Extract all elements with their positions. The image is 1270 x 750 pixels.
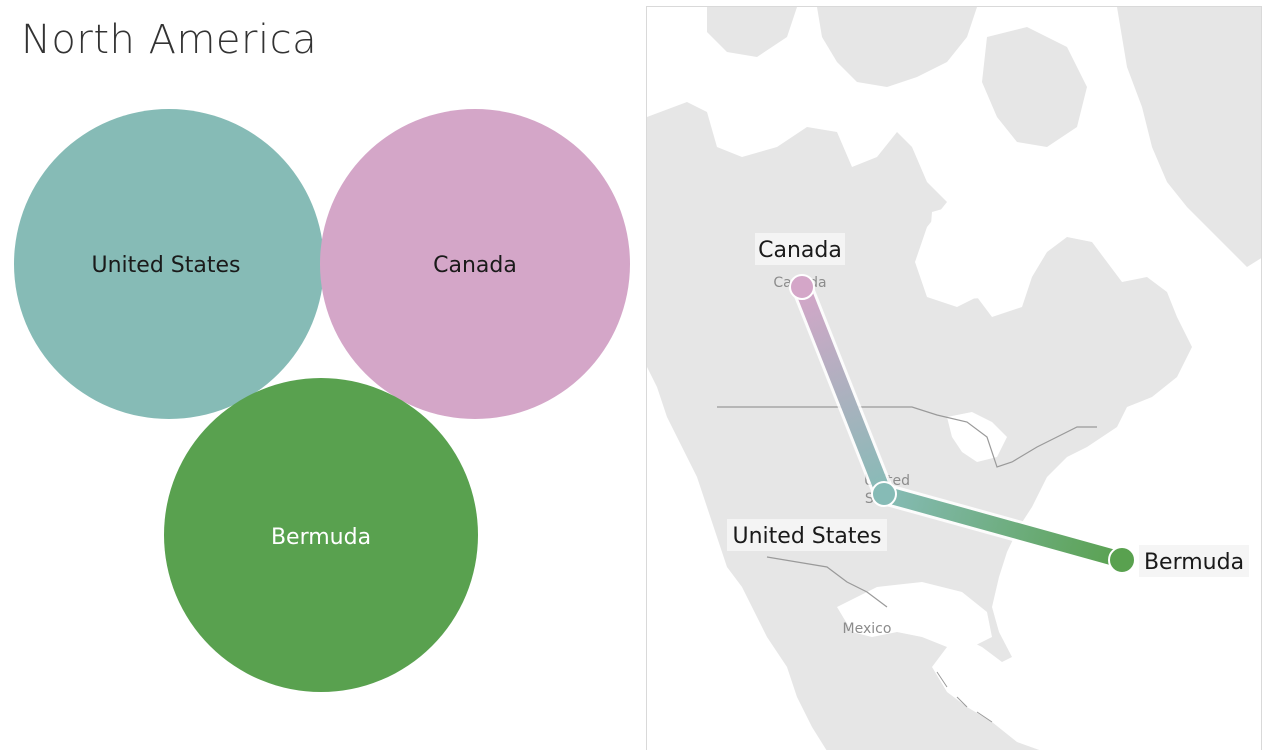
map-border-us-mexico bbox=[766, 556, 888, 608]
packed-bubble-chart: North America United States Canada Bermu… bbox=[14, 17, 630, 692]
map-border-canada-us bbox=[717, 406, 1097, 468]
map-land-greenland bbox=[1117, 7, 1261, 267]
map-label-united-states: United States bbox=[733, 524, 882, 549]
map-label-bg-bermuda bbox=[1139, 545, 1249, 577]
map-svg: Canada United States Mexico Canada Unite… bbox=[647, 7, 1261, 750]
map-label-bermuda: Bermuda bbox=[1144, 550, 1244, 575]
map-point-united-states[interactable] bbox=[871, 481, 897, 507]
map-water-great-lakes bbox=[947, 412, 1007, 462]
map-path-canada-us[interactable] bbox=[794, 279, 892, 502]
bubble-canada[interactable] bbox=[320, 109, 630, 419]
map-label-canada: Canada bbox=[758, 238, 842, 263]
map-view[interactable]: Canada United States Mexico Canada Unite… bbox=[646, 6, 1262, 750]
page-title: North America bbox=[21, 17, 318, 63]
bubble-label-canada: Canada bbox=[433, 253, 517, 278]
map-path-us-bermuda[interactable] bbox=[876, 486, 1130, 568]
bubble-label-bermuda: Bermuda bbox=[271, 525, 371, 550]
map-base-label-mexico: Mexico bbox=[843, 621, 892, 637]
map-water-hudson-bay bbox=[930, 202, 1032, 299]
map-point-canada[interactable] bbox=[789, 274, 815, 300]
bubble-bermuda[interactable] bbox=[164, 378, 478, 692]
map-land-arctic-island-2 bbox=[982, 27, 1087, 147]
map-land-arctic-island-1 bbox=[817, 7, 977, 87]
map-land-arctic-island-3 bbox=[707, 7, 797, 57]
map-label-bg-united-states bbox=[727, 519, 887, 551]
bubble-united-states[interactable] bbox=[14, 109, 324, 419]
bubble-label-united-states: United States bbox=[92, 253, 241, 278]
map-point-bermuda[interactable] bbox=[1108, 546, 1136, 574]
map-border-central-america bbox=[936, 671, 993, 723]
map-label-bg-canada bbox=[755, 233, 845, 265]
bubble-svg: United States Canada Bermuda bbox=[14, 109, 630, 692]
